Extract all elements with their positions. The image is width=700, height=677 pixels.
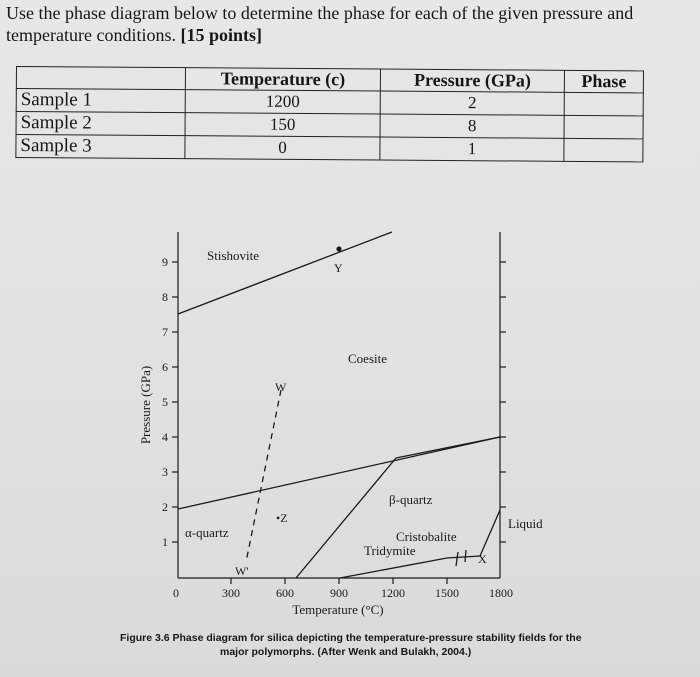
quartz-boundary-upper (395, 436, 501, 459)
coesite-quartz-boundary (177, 436, 501, 510)
caption-line-2: major polymorphs. (After Wenk and Bulakh… (220, 646, 472, 658)
y-tick-label: 4 (162, 430, 168, 444)
phase-labels: Stishovite Coesite β-quartz α-quartz Cri… (185, 248, 543, 558)
phase-boundaries (177, 231, 501, 579)
y-tick-labels: 1 2 3 4 5 6 7 8 9 (162, 255, 168, 549)
point-z-label: •Z (276, 511, 288, 525)
tick-mark (464, 549, 467, 563)
caption-line-1: Figure 3.6 Phase diagram for silica depi… (120, 632, 582, 644)
y-tick-label: 5 (162, 395, 168, 409)
x-axis-ticks (230, 578, 448, 584)
alpha-quartz-label: α-quartz (185, 525, 229, 540)
point-labels: Y W W' •Z X (235, 261, 487, 578)
point-y-marker (336, 246, 342, 252)
x-tick-label: 300 (222, 586, 240, 600)
y-axis-title: Pressure (GPa) (138, 366, 153, 444)
x-tick-label: 600 (276, 586, 294, 600)
x-tick-label: 900 (330, 586, 348, 600)
tridymite-boundary (339, 557, 448, 579)
x-tick-labels: 0 300 600 900 1200 1500 1800 (173, 586, 513, 600)
x-tick-label: 1500 (435, 586, 459, 600)
x-tick-label: 0 (173, 586, 179, 600)
tridymite-label: Tridymite (364, 543, 416, 558)
tridymite-cristobalite-boundary (446, 555, 481, 559)
cristobalite-label: Cristobalite (396, 529, 457, 544)
x-axis-title: Temperature (°C) (292, 602, 383, 617)
tick-mark (455, 551, 459, 567)
point-w-label: W (275, 380, 287, 394)
x-tick-label: 1800 (489, 586, 513, 600)
stishovite-coesite-boundary (177, 231, 393, 315)
question-points: [15 points] (180, 25, 262, 45)
beta-quartz-label: β-quartz (389, 492, 433, 507)
quartz-boundary (295, 457, 397, 579)
y-tick-label: 8 (162, 290, 168, 304)
point-w-prime-label: W' (235, 564, 249, 578)
coesite-label: Coesite (348, 351, 387, 366)
liquid-label: Liquid (508, 516, 543, 531)
y-tick-label: 7 (162, 325, 168, 339)
liquid-boundary (479, 509, 501, 557)
y-tick-label: 9 (162, 255, 168, 269)
question-line-2: temperature conditions. [15 points] (6, 24, 696, 46)
question-line-1: Use the phase diagram below to determine… (6, 3, 634, 23)
y-tick-label: 6 (162, 360, 168, 374)
point-x-label: X (478, 552, 487, 566)
y-tick-label: 2 (162, 500, 168, 514)
question-line-2-text: temperature conditions. (6, 25, 176, 45)
y-tick-label: 1 (162, 535, 168, 549)
point-y-label: Y (334, 261, 343, 275)
figure-caption: Figure 3.6 Phase diagram for silica depi… (120, 631, 600, 659)
w-dashed-line (245, 389, 282, 563)
question-text: Use the phase diagram below to determine… (6, 2, 696, 46)
y-tick-label: 3 (162, 465, 168, 479)
y-axis-ticks (172, 261, 506, 543)
x-tick-label: 1200 (381, 586, 405, 600)
stishovite-label: Stishovite (207, 248, 259, 263)
